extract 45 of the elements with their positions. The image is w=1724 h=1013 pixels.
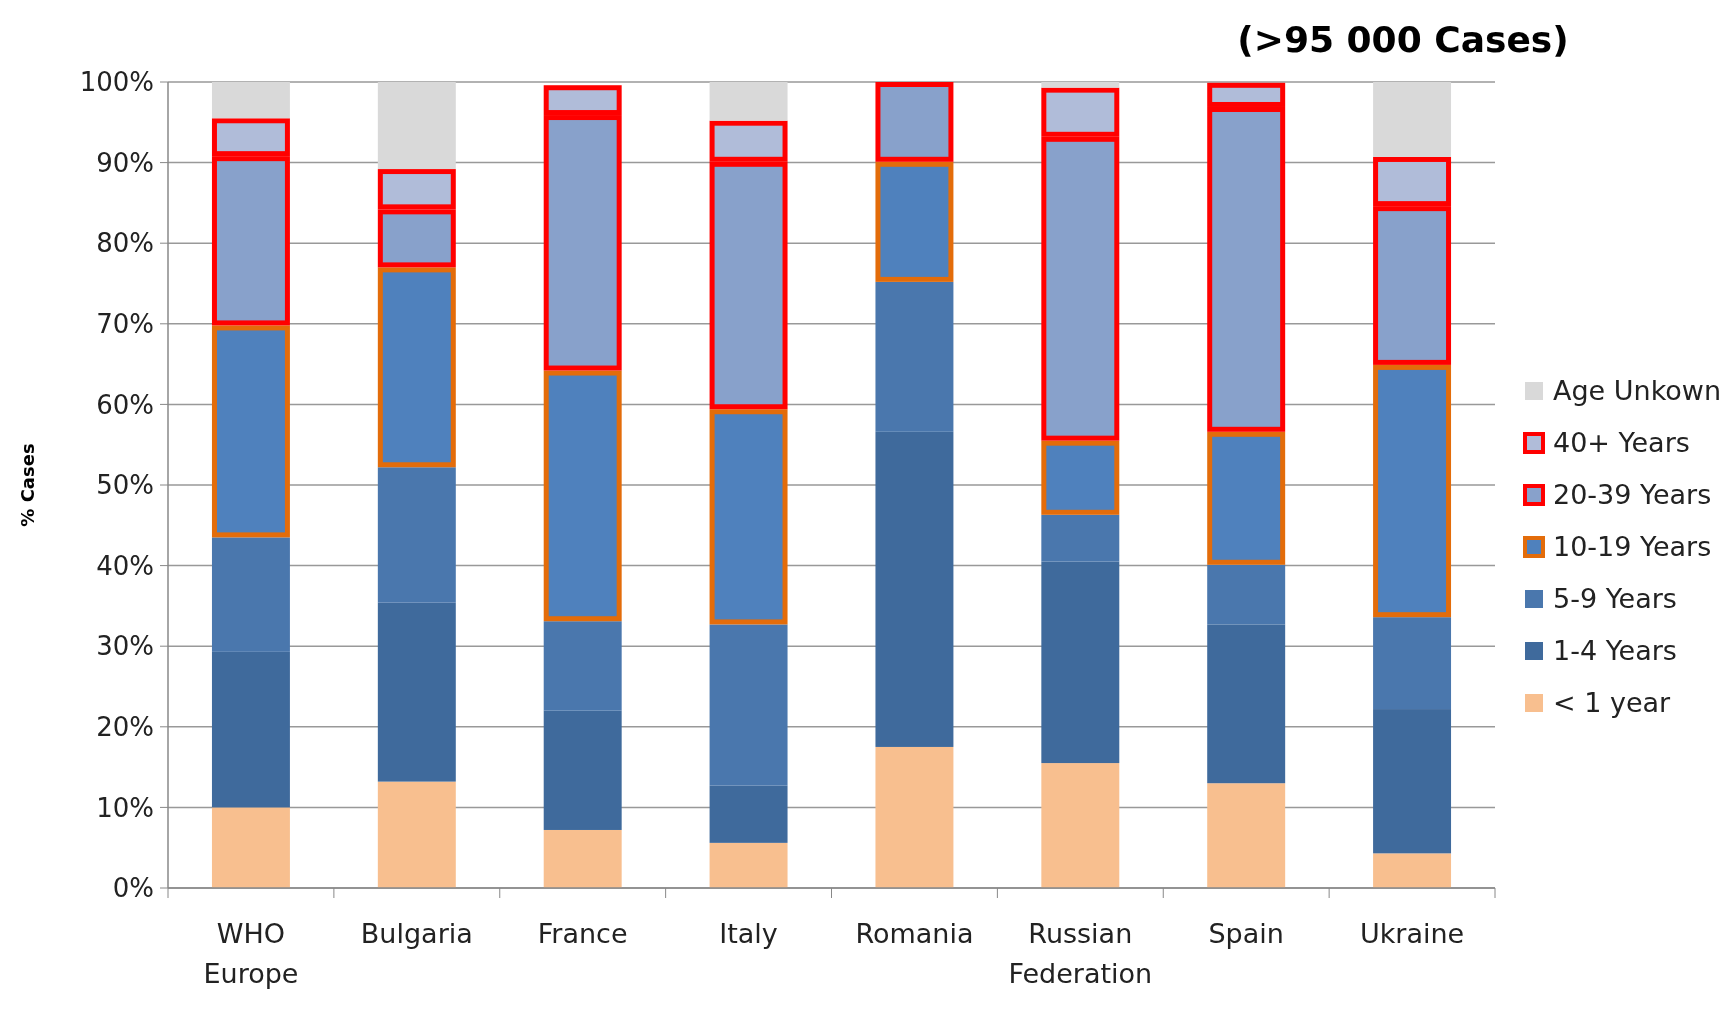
x-tick-label: Romania — [855, 918, 974, 949]
bar — [875, 431, 954, 747]
x-tick-label: Bulgaria — [360, 918, 473, 949]
y-tick-label: 20% — [96, 711, 154, 742]
bar — [1041, 561, 1120, 764]
legend-label: 10-19 Years — [1553, 531, 1712, 563]
bar — [1373, 853, 1452, 888]
bar — [211, 807, 290, 888]
bar — [543, 829, 622, 888]
bar — [1373, 709, 1452, 854]
x-tick-label: Ukraine — [1359, 918, 1465, 949]
y-tick-label: 60% — [96, 389, 154, 420]
y-tick-label: 50% — [96, 470, 154, 501]
legend-label: 20-39 Years — [1553, 479, 1712, 511]
bar — [709, 785, 788, 843]
y-tick-label: 30% — [96, 631, 154, 662]
bar — [875, 746, 954, 888]
x-tick-label: WHO Europe — [203, 918, 299, 989]
bar — [1207, 624, 1286, 784]
x-tick-label: Spain — [1208, 918, 1284, 949]
y-tick-label: 80% — [96, 228, 154, 259]
chart-title: (>95 000 Cases) — [1237, 19, 1569, 60]
legend-label: 5-9 Years — [1553, 583, 1677, 615]
bar — [377, 781, 456, 888]
bar — [709, 842, 788, 888]
bar — [1041, 82, 1120, 88]
y-tick-label: 70% — [96, 308, 154, 339]
bar — [211, 651, 290, 808]
y-tick-label: 100% — [79, 67, 154, 98]
legend-label: 1-4 Years — [1553, 635, 1677, 667]
bar — [543, 710, 622, 830]
x-tick-label: France — [537, 918, 628, 949]
legend-label: < 1 year — [1553, 687, 1672, 719]
y-tick-label: 90% — [96, 147, 154, 178]
y-axis-title: % Cases — [17, 443, 38, 527]
x-tick-label: Italy — [719, 918, 778, 949]
y-tick-label: 40% — [96, 550, 154, 581]
y-tick-label: 0% — [112, 873, 154, 904]
x-tick-label: Russian Federation — [1008, 918, 1153, 989]
bar — [1207, 783, 1286, 888]
bar — [1041, 763, 1120, 888]
legend-label: 40+ Years — [1553, 427, 1690, 459]
y-tick-label: 10% — [96, 792, 154, 823]
legend-label: Age Unkown — [1553, 375, 1722, 407]
bar — [377, 602, 456, 782]
